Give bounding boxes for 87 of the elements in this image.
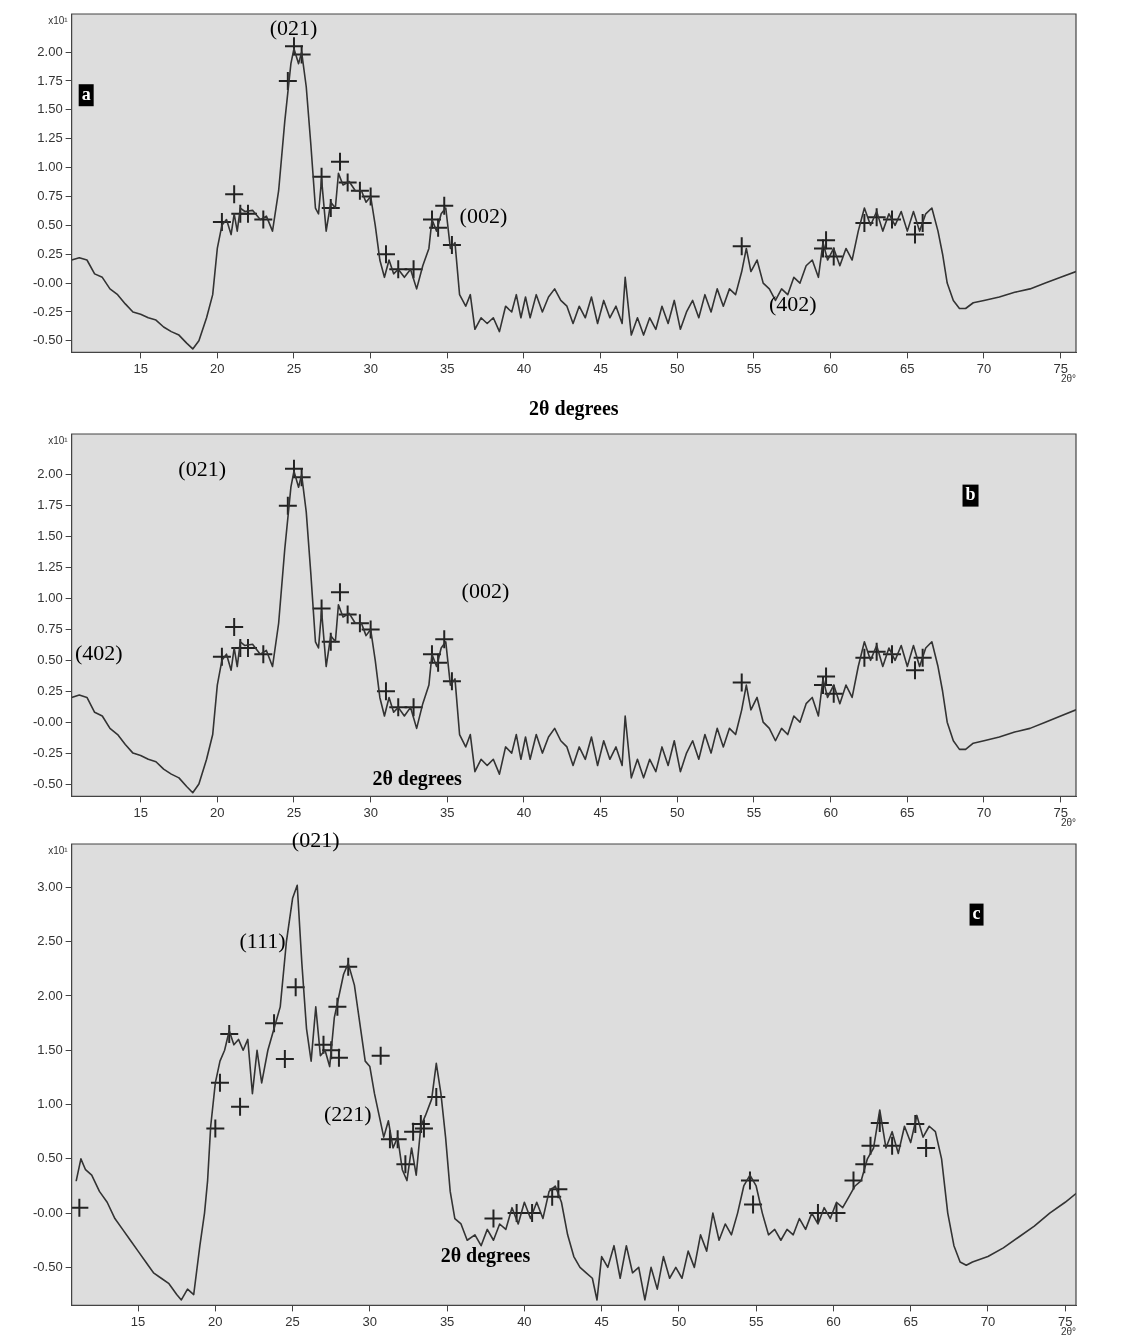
y-tick-label: 0.75 xyxy=(37,621,63,636)
x-tick-label: 50 xyxy=(671,1313,687,1329)
x-tick-label: 65 xyxy=(900,360,915,376)
annotation: (402) xyxy=(768,290,817,316)
y-tick-label: 0.25 xyxy=(37,245,63,261)
y-axis-title: x10¹ xyxy=(48,844,69,856)
y-tick-label: 1.00 xyxy=(37,590,63,606)
x-tick-label: 30 xyxy=(362,1313,378,1329)
x-tick-label: 50 xyxy=(670,360,685,376)
y-tick-label: 0.50 xyxy=(37,1150,63,1166)
annotation: (402) xyxy=(74,639,123,665)
y-tick-label: 2.00 xyxy=(37,987,63,1003)
x-tick-label: 40 xyxy=(517,1313,532,1329)
y-tick-label: -0.50 xyxy=(32,1258,63,1274)
y-tick-label: 1.50 xyxy=(37,528,63,544)
x-tick-label: 15 xyxy=(133,360,148,376)
x-tick-label: 20 xyxy=(208,1313,223,1329)
y-tick-label: -0.00 xyxy=(32,1204,63,1220)
annotation: 2θ degrees xyxy=(440,1243,531,1267)
x-tick-label: 20 xyxy=(210,804,225,820)
x-tick-label: 60 xyxy=(826,1313,841,1329)
x-tick-label: 70 xyxy=(976,804,992,820)
y-tick-label: -0.50 xyxy=(32,332,63,348)
annotation: 2θ degrees xyxy=(372,767,463,791)
y-tick-label: 0.25 xyxy=(37,682,63,698)
y-tick-label: 0.50 xyxy=(37,216,63,232)
y-tick-label: -0.25 xyxy=(32,303,63,319)
x-tick-label: 55 xyxy=(748,1313,764,1329)
annotation: a xyxy=(81,83,91,104)
x-tick-label: 15 xyxy=(130,1313,146,1329)
x-tick-label: 50 xyxy=(670,804,685,820)
x-tick-label: 40 xyxy=(516,360,532,376)
x-tick-label: 60 xyxy=(823,804,838,820)
x-tick-label: 65 xyxy=(903,1313,918,1329)
y-tick-label: 2.00 xyxy=(37,43,63,59)
annotation: c xyxy=(972,903,981,924)
x-tick-label: 30 xyxy=(363,360,378,376)
x-tick-label: 55 xyxy=(746,804,762,820)
y-tick-label: 1.75 xyxy=(37,72,63,88)
x-axis-title: 2θ° xyxy=(1060,1326,1076,1338)
x-tick-label: 45 xyxy=(593,804,608,820)
x-tick-label: 35 xyxy=(440,360,455,376)
x-tick-label: 45 xyxy=(594,1313,609,1329)
x-tick-label: 65 xyxy=(900,804,915,820)
y-tick-label: 3.00 xyxy=(37,879,63,894)
x-tick-label: 45 xyxy=(593,360,608,376)
x-tick-label: 25 xyxy=(286,804,302,820)
x-axis-title: 2θ° xyxy=(1060,373,1076,385)
y-tick-label: 1.50 xyxy=(37,1041,63,1057)
x-axis-title: 2θ° xyxy=(1060,817,1076,829)
y-tick-label: 1.00 xyxy=(37,159,63,175)
y-axis-title: x10¹ xyxy=(48,434,69,446)
annotation: b xyxy=(965,484,976,505)
x-tick-label: 30 xyxy=(363,804,378,820)
x-tick-label: 40 xyxy=(516,804,532,820)
y-tick-label: 2.00 xyxy=(37,466,63,482)
x-tick-label: 35 xyxy=(439,1313,455,1329)
x-tick-label: 55 xyxy=(746,360,762,376)
x-tick-label: 25 xyxy=(285,1313,300,1329)
y-tick-label: -0.00 xyxy=(32,274,63,290)
x-tick-label: 25 xyxy=(286,360,302,376)
x-tick-label: 70 xyxy=(976,360,992,376)
annotation: (021) xyxy=(291,827,340,853)
annotation: (002) xyxy=(461,578,510,604)
y-tick-label: -0.25 xyxy=(32,744,63,760)
y-tick-label: 1.75 xyxy=(37,497,63,513)
y-tick-label: -0.50 xyxy=(32,775,63,791)
x-tick-label: 70 xyxy=(980,1313,996,1329)
annotation: (021) xyxy=(269,14,318,40)
x-tick-label: 60 xyxy=(823,360,838,376)
y-tick-label: 1.50 xyxy=(37,101,63,117)
x-tick-label: 35 xyxy=(440,804,455,820)
y-tick-label: 0.50 xyxy=(37,651,63,667)
annotation: (111) xyxy=(239,927,286,953)
y-tick-label: 0.75 xyxy=(37,188,63,204)
x-tick-label: 20 xyxy=(210,360,225,376)
y-tick-label: 1.25 xyxy=(37,130,63,146)
y-tick-label: 2.50 xyxy=(37,933,63,949)
y-axis-title: x10¹ xyxy=(48,14,69,26)
annotation: (002) xyxy=(459,202,508,228)
y-tick-label: -0.00 xyxy=(32,713,63,729)
y-tick-label: 1.00 xyxy=(37,1096,63,1112)
text: 2θ degrees xyxy=(529,397,619,421)
x-tick-label: 15 xyxy=(133,804,148,820)
y-tick-label: 1.25 xyxy=(37,559,63,575)
annotation: (221) xyxy=(324,1101,372,1127)
annotation: (021) xyxy=(178,456,227,482)
